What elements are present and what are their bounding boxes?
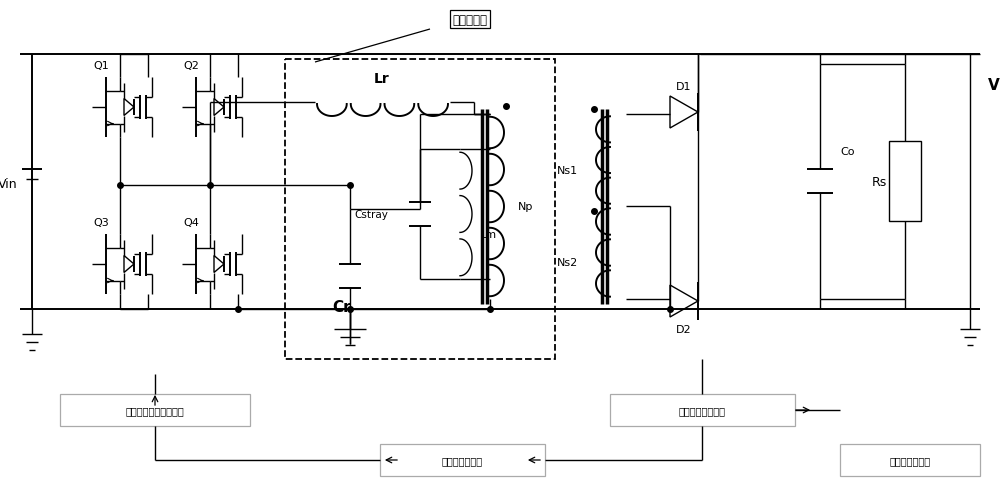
Text: Q4: Q4	[183, 218, 199, 227]
Text: Ns1: Ns1	[557, 165, 578, 176]
Polygon shape	[670, 285, 698, 317]
Bar	[610, 394, 795, 426]
Text: Vin: Vin	[0, 178, 18, 191]
Text: Ns2: Ns2	[557, 258, 578, 267]
Text: V: V	[988, 77, 1000, 92]
Text: Lr: Lr	[374, 72, 390, 86]
Text: Q3: Q3	[93, 218, 109, 227]
Text: 原边驱动信号隔离电路: 原边驱动信号隔离电路	[126, 405, 184, 415]
Bar	[60, 394, 250, 426]
Polygon shape	[214, 256, 224, 273]
Text: Cstray: Cstray	[354, 209, 388, 220]
Polygon shape	[124, 99, 134, 116]
Text: Lm: Lm	[480, 229, 497, 240]
Polygon shape	[670, 97, 698, 129]
Text: D2: D2	[676, 325, 692, 334]
Text: Q1: Q1	[93, 61, 109, 71]
Bar	[285, 60, 555, 359]
Text: 数字信号处理器: 数字信号处理器	[441, 455, 483, 465]
Text: Co: Co	[840, 147, 854, 157]
Text: Cr: Cr	[333, 299, 351, 314]
Text: Rs: Rs	[872, 175, 887, 188]
Bar	[840, 444, 980, 476]
Text: 电流采样电路处理: 电流采样电路处理	[678, 405, 726, 415]
Text: Np: Np	[518, 202, 533, 212]
Bar	[380, 444, 545, 476]
Text: Q2: Q2	[183, 61, 199, 71]
Text: D1: D1	[676, 82, 692, 92]
Text: 谐振变换槽: 谐振变换槽	[452, 14, 488, 26]
Polygon shape	[214, 99, 224, 116]
Bar	[889, 142, 921, 222]
Text: 占空比调节电路: 占空比调节电路	[889, 455, 931, 465]
Polygon shape	[124, 256, 134, 273]
